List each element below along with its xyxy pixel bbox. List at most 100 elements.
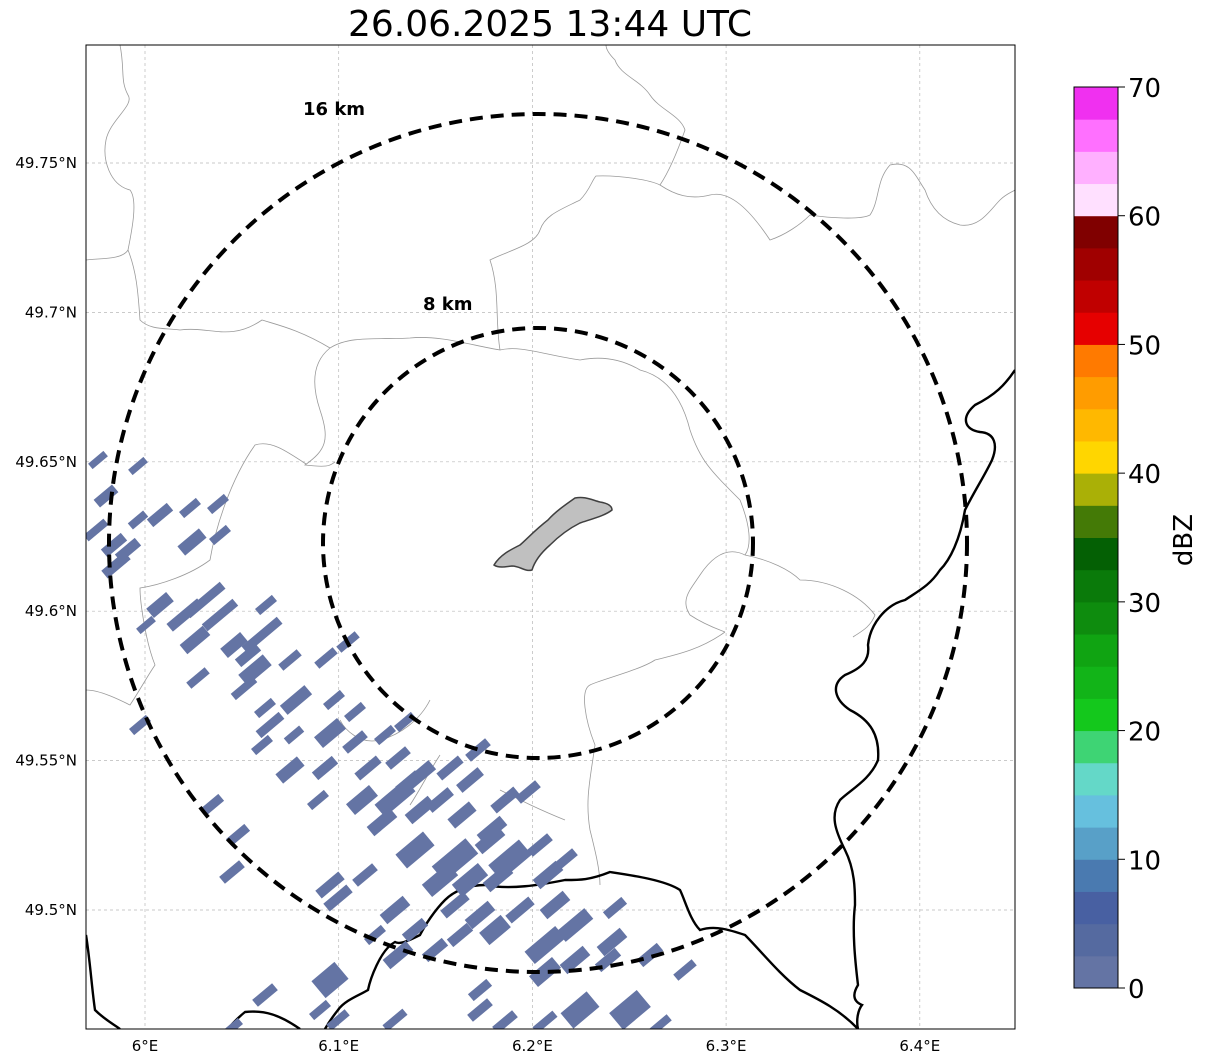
- echo-cell: [93, 484, 119, 508]
- echo-cell: [636, 942, 664, 968]
- colorbar-tick-label: 10: [1128, 846, 1161, 876]
- echo-cell: [447, 801, 477, 829]
- echo-cell: [311, 961, 349, 999]
- axis-ticks: 6°E 6.1°E 6.2°E 6.3°E 6.4°E 49.75°N 49.7°N 49.6…: [15, 154, 940, 1055]
- map-frame: [85, 44, 1016, 1030]
- echo-cell: [238, 654, 272, 686]
- colorbar-segment: [1074, 151, 1118, 185]
- echo-cell: [254, 697, 276, 719]
- colorbar-segment: [1074, 119, 1118, 152]
- colorbar-segment: [1074, 730, 1118, 764]
- colorbar-segment: [1074, 859, 1118, 892]
- echo-cell: [241, 616, 283, 654]
- echo-cell: [482, 863, 514, 893]
- echo-cell: [179, 625, 211, 655]
- echo-cell: [609, 990, 651, 1029]
- echo-cell: [326, 1009, 350, 1029]
- colorbar-tick-label: 70: [1128, 74, 1161, 104]
- ring-label-8km: 8 km: [423, 294, 473, 315]
- colorbar-segment: [1074, 569, 1118, 603]
- echo-cell: [209, 524, 231, 546]
- echo-cell: [490, 786, 520, 814]
- echo-cell: [596, 927, 628, 957]
- echo-cell: [275, 756, 305, 784]
- colorbar-segment: [1074, 634, 1118, 667]
- colorbar-tick-label: 20: [1128, 718, 1161, 748]
- echo-cell: [255, 594, 277, 616]
- echo-cell: [166, 598, 204, 632]
- radar-echoes: [86, 450, 697, 1029]
- echo-cell: [220, 632, 248, 658]
- echo-cell: [219, 860, 245, 884]
- colorbar-segment: [1074, 827, 1118, 860]
- echo-cell: [207, 493, 229, 515]
- echo-cell: [451, 862, 489, 898]
- echo-cell: [382, 940, 414, 970]
- echo-cell: [436, 755, 464, 781]
- colorbar-segment: [1074, 344, 1118, 378]
- echo-cell: [532, 860, 564, 890]
- echo-cell: [101, 551, 131, 579]
- echo-cell: [255, 711, 285, 739]
- echo-cell: [532, 1010, 558, 1029]
- ring-label-16km: 16 km: [303, 99, 365, 120]
- echo-cell: [352, 863, 378, 887]
- colorbar-segment: [1074, 247, 1118, 281]
- echo-cell: [311, 755, 339, 781]
- echo-cell: [354, 755, 382, 781]
- echo-cell: [344, 701, 366, 723]
- colorbar-segment: [1074, 505, 1118, 538]
- echo-cell: [315, 871, 345, 899]
- colorbar-segment: [1074, 923, 1118, 957]
- lon-tick-label: 6.1°E: [318, 1037, 359, 1055]
- echo-cell: [201, 598, 239, 632]
- colorbar-segment: [1074, 537, 1118, 571]
- echo-cell: [404, 795, 436, 825]
- echo-cell: [366, 807, 398, 837]
- colorbar-segment: [1074, 794, 1118, 828]
- echo-cell: [474, 825, 506, 855]
- colorbar-label: dBZ: [1169, 514, 1199, 566]
- echo-cell: [440, 891, 470, 919]
- echo-cell: [648, 1014, 672, 1029]
- echo-cell: [234, 642, 262, 668]
- echo-cell: [560, 991, 600, 1029]
- echo-cell: [379, 895, 411, 925]
- colorbar-segment: [1074, 891, 1118, 925]
- lat-tick-label: 49.5°N: [25, 901, 77, 919]
- echo-cell: [515, 780, 541, 804]
- echo-cell: [465, 738, 491, 762]
- echo-cell: [252, 983, 278, 1007]
- echo-cell: [479, 914, 511, 946]
- echo-cell: [673, 959, 697, 981]
- colorbar-segment: [1074, 762, 1118, 796]
- colorbar-tick-label: 40: [1128, 460, 1161, 490]
- colorbar-tick-label: 60: [1128, 203, 1161, 233]
- colorbar-segment: [1074, 215, 1118, 249]
- colorbar-segment: [1074, 280, 1118, 313]
- echo-cell: [136, 615, 156, 635]
- echo-cell: [146, 502, 174, 528]
- echo-cell: [230, 675, 258, 701]
- echo-cell: [199, 793, 225, 817]
- echo-cell: [385, 746, 411, 770]
- echo-cell: [342, 730, 368, 754]
- echo-cell: [539, 890, 571, 920]
- echo-cell: [127, 510, 149, 530]
- colorbar-segment: [1074, 87, 1118, 120]
- map-title: 26.06.2025 13:44 UTC: [347, 4, 753, 45]
- echo-cell: [401, 917, 429, 943]
- echo-cell: [309, 999, 331, 1021]
- lat-tick-label: 49.55°N: [15, 752, 77, 770]
- echo-cell: [464, 900, 496, 930]
- echo-cell: [421, 862, 459, 898]
- echo-cell: [524, 926, 566, 964]
- colorbar-segment: [1074, 473, 1118, 506]
- echo-cell: [556, 908, 594, 942]
- city-area: [493, 496, 613, 572]
- echo-cell: [278, 649, 302, 671]
- colorbar-segment: [1074, 183, 1118, 217]
- echo-cell: [374, 724, 396, 746]
- admin-boundaries: [86, 45, 1015, 886]
- echo-cell: [177, 528, 207, 556]
